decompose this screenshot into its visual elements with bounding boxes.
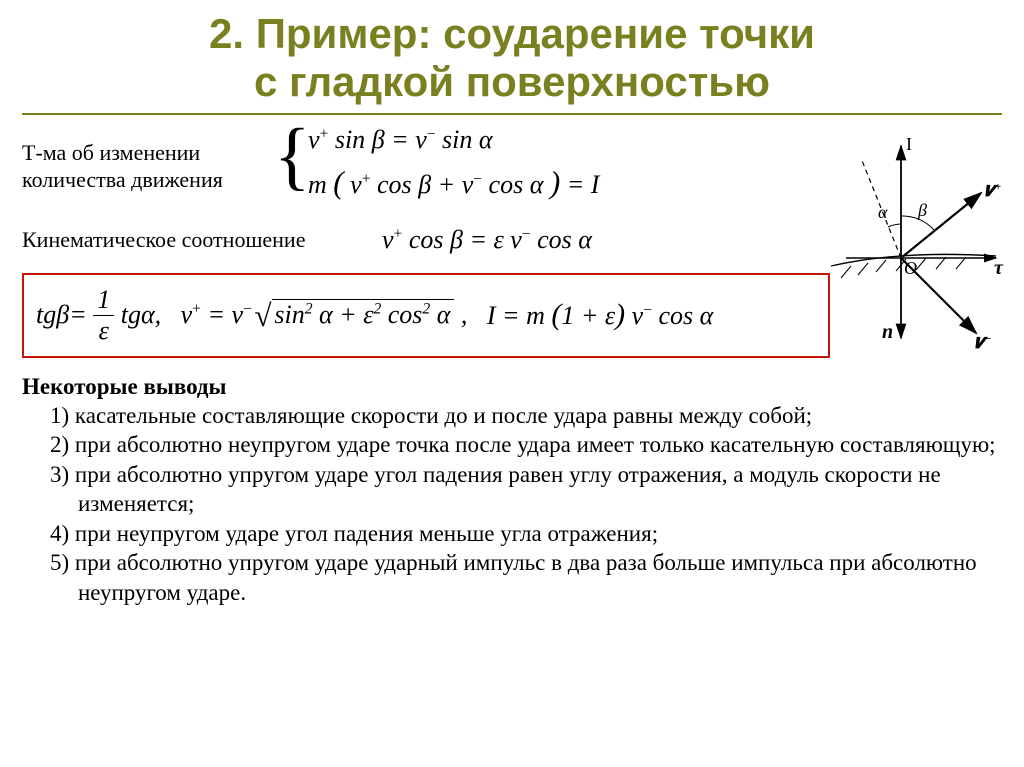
diagram-I: I [906,138,912,154]
theorem-label: Т-ма об изменении количества движения [22,140,292,193]
conclusion-3: 3) при абсолютно упругом ударе угол паде… [22,460,1002,519]
fraction: 1 ε [93,285,114,346]
title-line-2: с гладкой поверхностью [254,58,770,105]
diagram-n: n [882,321,893,343]
diagram-vminus: 𝒗− [974,331,992,353]
diagram-tau: τ [994,257,1004,279]
diagram-alpha: α [878,202,888,222]
conclusion-2: 2) при абсолютно неупругом ударе точка п… [22,430,1002,459]
frac-num: 1 [93,285,114,316]
equation-system: { v+ sin β = v− sin α m ( v+ cos β + v− … [292,123,599,211]
conclusions: Некоторые выводы 1) касательные составля… [22,372,1002,608]
equation-3: v+ cos β = ε v− cos α [382,225,592,255]
brace-icon: { [274,113,310,200]
conclusions-head: Некоторые выводы [22,372,1002,401]
conclusion-1: 1) касательные составляющие скорости до … [22,401,1002,430]
sqrt: sin2 α + ε2 cos2 α [258,300,454,330]
title-line-1: 2. Пример: соударение точки [209,10,815,57]
equation-1: v+ sin β = v− sin α [308,125,599,155]
conclusion-5: 5) при абсолютно упругом ударе ударный и… [22,548,1002,607]
box-eq-3: I = m (1 + ε) v− cos α [487,298,713,332]
box-eq-1: tg β = 1 ε tg α , [36,285,161,346]
kinematic-label: Кинематическое соотношение [22,227,382,253]
diagram-vplus: 𝒗+ [984,179,1001,201]
diagram-O: O [904,258,917,278]
frac-den: ε [93,316,114,346]
box-eq-2: v+ = v− sin2 α + ε2 cos2 α , [181,300,468,330]
diagram-beta: β [917,200,927,220]
collision-diagram: τ I n 𝒗+ 𝒗− α β O [796,138,1006,368]
conclusion-4: 4) при неупругом ударе угол падения мень… [22,519,1002,548]
slide-title: 2. Пример: соударение точки с гладкой по… [0,0,1024,113]
title-underline [22,113,1002,115]
result-box: tg β = 1 ε tg α , v+ = v− sin2 α + ε2 co… [22,273,830,358]
equation-2: m ( v+ cos β + v− cos α ) = I [308,165,599,201]
